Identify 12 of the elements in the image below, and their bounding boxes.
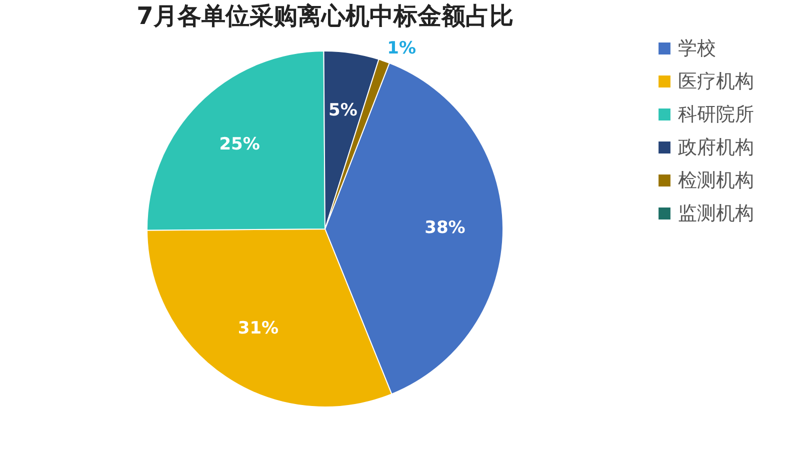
data-label: 38% bbox=[424, 218, 466, 238]
legend-label: 医疗机构 bbox=[678, 70, 754, 92]
legend-label: 政府机构 bbox=[678, 136, 754, 158]
legend-label: 科研院所 bbox=[678, 104, 754, 126]
data-label: 25% bbox=[219, 134, 260, 155]
chart-title: 7月各单位采购离心机中标金额占比 bbox=[136, 2, 514, 30]
data-label: 1% bbox=[387, 38, 416, 59]
legend-label: 学校 bbox=[678, 38, 716, 60]
legend-label: 检测机构 bbox=[678, 170, 754, 192]
data-label: 31% bbox=[238, 318, 279, 339]
data-label: 5% bbox=[328, 100, 358, 120]
legend-label: 监测机构 bbox=[678, 202, 754, 224]
